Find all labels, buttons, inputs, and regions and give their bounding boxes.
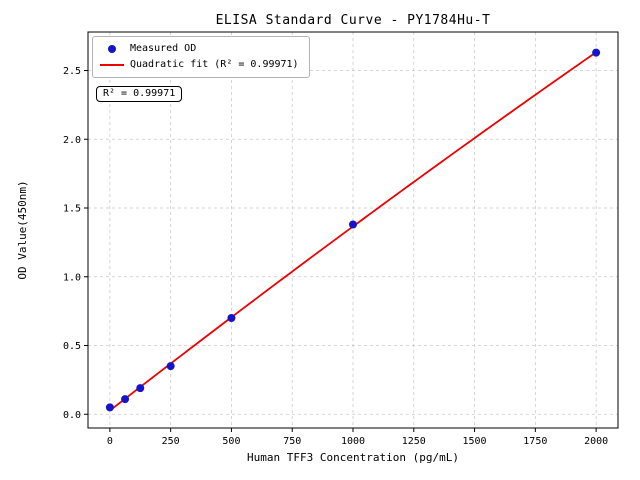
x-tick-label: 2000 <box>584 436 608 447</box>
legend: Measured OD Quadratic fit (R² = 0.99971) <box>92 36 310 78</box>
y-axis-label: OD Value(450nm) <box>16 180 29 280</box>
measured-od-point <box>166 362 175 371</box>
legend-label-measured-od: Measured OD <box>130 43 197 54</box>
quadratic-fit-marker-icon <box>99 64 125 66</box>
chart-title: ELISA Standard Curve - PY1784Hu-T <box>215 13 491 28</box>
r-squared-annotation: R² = 0.99971 <box>96 86 183 102</box>
x-tick-label: 1000 <box>341 436 365 447</box>
legend-label-quadratic-fit: Quadratic fit (R² = 0.99971) <box>130 59 299 70</box>
y-tick-label: 0.5 <box>63 341 81 352</box>
x-tick-label: 0 <box>107 436 113 447</box>
x-tick-label: 1750 <box>523 436 547 447</box>
blue-dot-icon <box>108 45 116 53</box>
measured-od-point <box>105 403 114 412</box>
y-tick-label: 2.0 <box>63 135 81 146</box>
measured-od-point <box>592 48 601 57</box>
x-axis-label: Human TFF3 Concentration (pg/mL) <box>247 451 459 464</box>
legend-item-quadratic-fit: Quadratic fit (R² = 0.99971) <box>99 57 299 73</box>
x-tick-label: 500 <box>222 436 240 447</box>
x-tick-label: 250 <box>162 436 180 447</box>
x-tick-label: 1250 <box>402 436 426 447</box>
red-line-icon <box>100 64 124 66</box>
y-tick-label: 1.0 <box>63 272 81 283</box>
measured-od-point <box>349 220 357 229</box>
y-tick-label: 0.0 <box>63 410 81 421</box>
x-tick-label: 1500 <box>463 436 487 447</box>
y-tick-label: 2.5 <box>63 66 81 77</box>
measured-od-point <box>121 395 130 404</box>
y-tick-label: 1.5 <box>63 204 81 215</box>
measured-od-marker-icon <box>99 45 125 53</box>
measured-od-point <box>136 384 145 393</box>
x-tick-label: 750 <box>283 436 301 447</box>
measured-od-point <box>227 314 236 322</box>
legend-item-measured-od: Measured OD <box>99 41 299 57</box>
